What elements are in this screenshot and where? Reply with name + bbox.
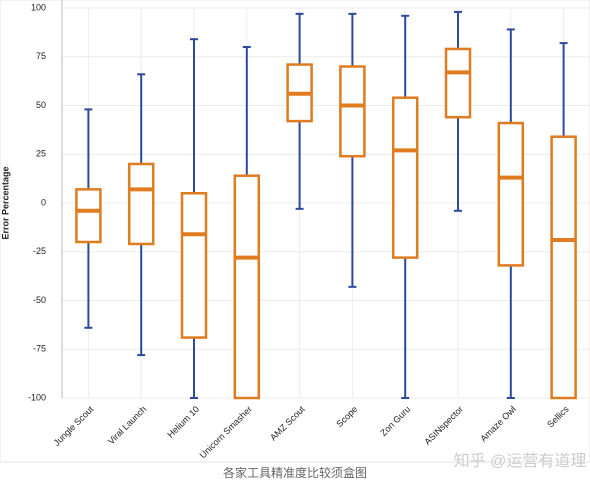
y-tick-label: -100 [28, 392, 46, 402]
y-axis-label: Error Percentage [0, 166, 10, 239]
y-tick-label: -75 [33, 344, 46, 354]
box [444, 47, 472, 119]
watermark: 知乎 @运营有道理 [454, 452, 587, 470]
box [550, 135, 577, 400]
box [391, 96, 419, 259]
y-tick-label: -50 [33, 295, 46, 305]
box [180, 192, 208, 339]
y-tick-label: 0 [41, 197, 46, 207]
box [127, 162, 155, 246]
y-tick-label: 75 [36, 51, 46, 61]
box [75, 188, 102, 244]
y-tick-label: 25 [36, 149, 46, 159]
y-tick-label: -25 [33, 246, 46, 256]
box [233, 174, 261, 400]
y-tick-label: 100 [31, 2, 46, 12]
box [497, 121, 525, 267]
y-tick-label: 50 [36, 100, 46, 110]
box [339, 65, 366, 158]
caption: 各家工具精准度比较须盒图 [223, 465, 367, 480]
